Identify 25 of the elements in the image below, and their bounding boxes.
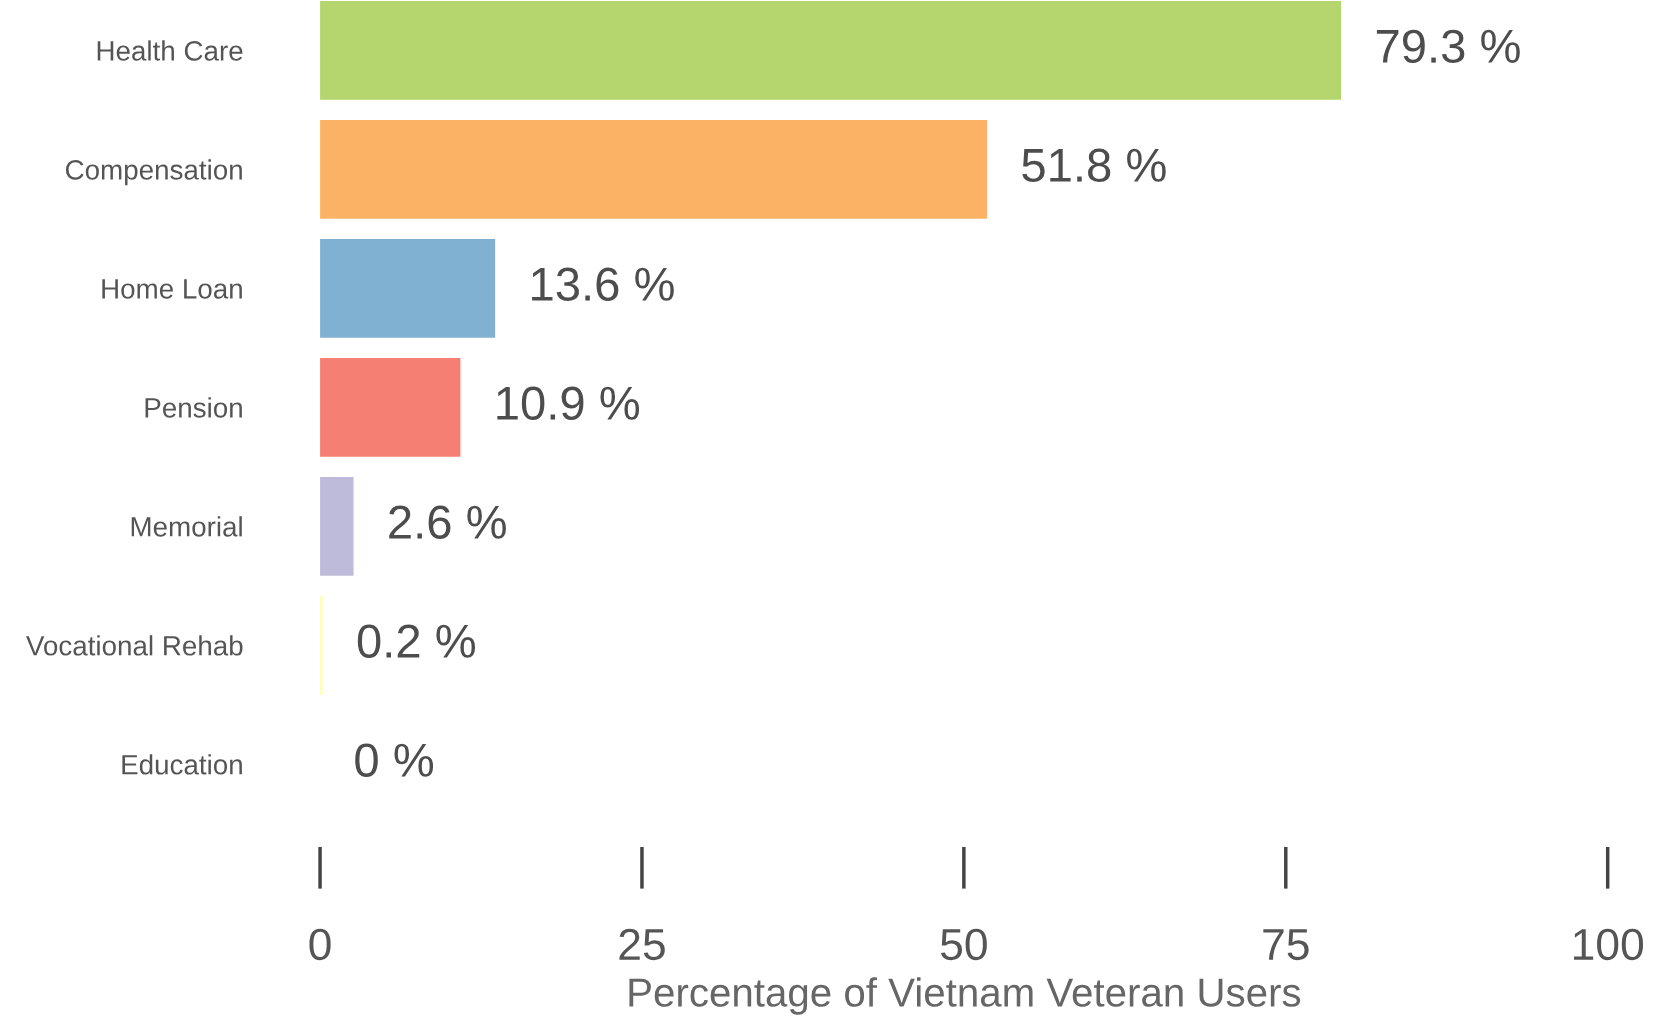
- x-axis-title: Percentage of Vietnam Veteran Users: [629, 977, 1301, 1015]
- y-tick-label: Vocational Rehab: [26, 635, 243, 656]
- y-tick-label: Compensation: [65, 159, 242, 186]
- data-label: 0 %: [355, 743, 434, 777]
- y-tick-label: Pension: [145, 397, 242, 418]
- bar: [320, 120, 988, 219]
- y-tick-label: Education: [122, 754, 242, 775]
- y-tick-label: Memorial: [131, 516, 242, 537]
- x-tick-label: 100: [1574, 928, 1644, 961]
- x-tick-label: 0: [309, 928, 331, 961]
- bar: [320, 238, 496, 338]
- bar: [320, 476, 354, 576]
- x-tick-label: 50: [940, 928, 987, 961]
- bar: [320, 357, 461, 457]
- y-tick-label: Health Care: [97, 40, 243, 61]
- data-label: 10.9 %: [497, 386, 640, 420]
- data-label: 2.6 %: [389, 505, 506, 539]
- data-label: 0.2 %: [357, 624, 476, 658]
- x-tick-label: 25: [619, 928, 665, 961]
- data-label: 51.8 %: [1022, 148, 1166, 183]
- bar: [320, 1, 1342, 100]
- data-label: 79.3 %: [1376, 29, 1520, 64]
- data-label: 13.6 %: [532, 267, 674, 302]
- x-tick-label: 75: [1263, 929, 1309, 961]
- y-tick-label: Home Loan: [102, 279, 242, 299]
